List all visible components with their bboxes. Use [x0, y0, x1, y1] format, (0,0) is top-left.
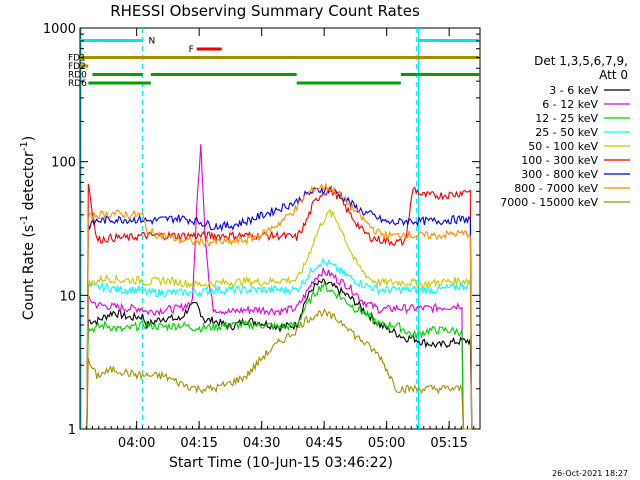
x-tick-label: 04:15 — [180, 436, 217, 451]
timestamp: 26-Oct-2021 18:27 — [552, 469, 628, 478]
series-line-25-50-kev — [80, 257, 480, 430]
x-axis: 04:00 04:15 04:30 04:45 05:00 05:15 — [79, 28, 481, 451]
x-axis-label: Start Time (10-Jun-15 03:46:22) — [169, 455, 393, 471]
chart-title: RHESSI Observing Summary Count Rates — [110, 2, 420, 20]
y-axis-label-sup2: -1 — [19, 141, 30, 151]
x-tick-label: 04:45 — [305, 436, 342, 451]
series-line-3-6-kev — [80, 278, 480, 430]
legend-header-line2: Att 0 — [599, 68, 628, 82]
legend-entry-label: 7000 - 15000 keV — [500, 196, 598, 209]
y-tick-label: 1 — [68, 423, 76, 438]
series-line-7000-15000-kev — [80, 308, 480, 430]
y-axis: 1 10 100 1000 — [43, 22, 480, 438]
series-line-300-800-kev — [80, 185, 480, 430]
y-axis-label-main: Count Rate (s — [21, 225, 37, 320]
legend-entry-label: 3 - 6 keV — [549, 84, 598, 97]
series-line-6-12-kev — [80, 144, 480, 430]
y-tick-label: 100 — [51, 156, 76, 171]
legend-entry-label: 100 - 300 keV — [521, 154, 598, 167]
legend-entry-label: 50 - 100 keV — [528, 140, 598, 153]
legend-entry-label: 6 - 12 keV — [542, 98, 598, 111]
night-boundaries — [80, 28, 419, 429]
plot-frame — [79, 27, 481, 430]
x-tick-label: 05:00 — [368, 436, 405, 451]
series-line-100-300-kev — [80, 183, 480, 430]
series-line-50-100-kev — [80, 208, 480, 430]
y-axis-label-close: ) — [21, 136, 37, 141]
series-lines — [80, 144, 480, 430]
legend-entry-label: 25 - 50 keV — [535, 126, 598, 139]
flag-label-n: N — [149, 37, 156, 47]
y-tick-label: 1000 — [43, 22, 76, 37]
flag-label-rd0: RD0 — [68, 71, 87, 81]
x-tick-label: 05:15 — [430, 436, 467, 451]
legend-entry-label: 300 - 800 keV — [521, 168, 598, 181]
legend-entry-label: 12 - 25 keV — [535, 112, 598, 125]
x-tick-label: 04:00 — [118, 436, 155, 451]
flag-label-fd2: FD2 — [68, 62, 86, 72]
series-line-12-25-kev — [80, 281, 480, 430]
y-tick-label: 10 — [59, 289, 76, 304]
y-axis-label-sup1: -1 — [19, 215, 30, 225]
flag-label-fd1: FD1 — [68, 54, 86, 64]
series-line-800-7000-kev — [80, 182, 480, 430]
flag-label-rd6: RD6 — [68, 79, 87, 89]
legend-header-line1: Det 1,3,5,6,7,9, — [534, 54, 628, 68]
y-axis-label: Count Rate (s-1 detector-1) — [19, 136, 37, 320]
y-axis-label-detector: detector — [21, 151, 37, 215]
flag-label-f: F — [189, 45, 194, 55]
x-tick-label: 04:30 — [243, 436, 280, 451]
legend-entry-label: 800 - 7000 keV — [514, 182, 598, 195]
